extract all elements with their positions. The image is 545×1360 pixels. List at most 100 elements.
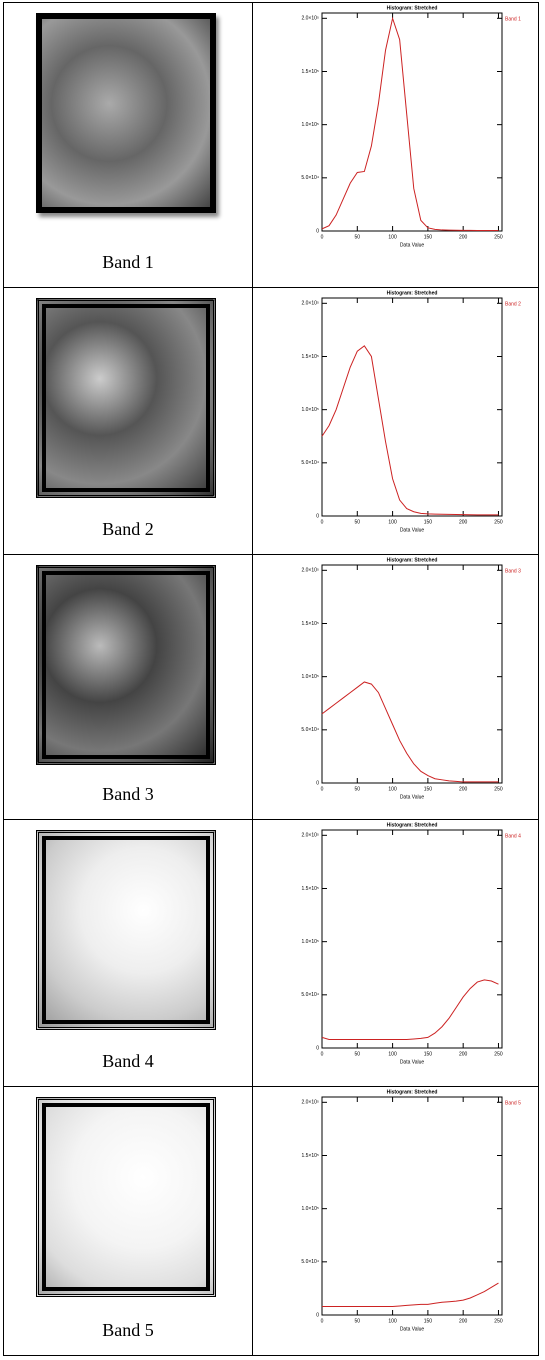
- x-tick-label: 250: [494, 519, 503, 525]
- y-tick-label: 1.5×10⁵: [301, 886, 319, 892]
- band-caption: Band 1: [102, 252, 154, 272]
- plot-frame: [321, 564, 503, 784]
- y-tick-label: 0: [316, 513, 319, 519]
- y-tick-label: 2.0×10⁵: [301, 568, 319, 574]
- histogram-chart: Histogram: Stretched Data Value 0 50 100 150 2…: [301, 5, 521, 248]
- y-tick-label: 1.5×10⁵: [301, 69, 319, 75]
- chart-cell: Histogram: Stretched Data Value 0 50 100 150 2…: [252, 288, 538, 554]
- x-axis-label: Data Value: [400, 1059, 425, 1065]
- y-tick-label: 0: [316, 1312, 319, 1318]
- satellite-image: [36, 565, 216, 765]
- histogram-line: [322, 1282, 499, 1307]
- y-tick-label: 1.0×10⁵: [301, 122, 319, 128]
- x-tick-label: 250: [494, 1318, 503, 1324]
- x-tick-label: 150: [424, 786, 433, 792]
- x-tick-label: 150: [424, 1051, 433, 1057]
- x-tick-label: 200: [459, 519, 468, 525]
- x-tick-label: 0: [321, 1318, 324, 1324]
- x-tick-label: 100: [388, 1318, 397, 1324]
- image-cell: Band 1: [4, 3, 253, 287]
- histogram-chart: Histogram: Stretched Data Value 0 50 100 150 2…: [301, 557, 521, 800]
- table-row: Band 1 Histogram: Stretched Data Value 0 50 1…: [3, 2, 539, 288]
- x-tick-label: 200: [459, 1051, 468, 1057]
- y-tick-label: 5.0×10⁴: [301, 992, 319, 998]
- y-tick-label: 1.0×10⁵: [301, 407, 319, 413]
- y-tick-label: 5.0×10⁴: [301, 175, 319, 181]
- x-tick-label: 50: [355, 1318, 361, 1324]
- x-tick-label: 200: [459, 786, 468, 792]
- band-caption: Band 3: [102, 784, 154, 804]
- plot-frame: [321, 297, 503, 517]
- table-row: Band 3 Histogram: Stretched Data Value 0 50 1…: [3, 554, 539, 820]
- legend-label: Band 3: [505, 568, 521, 574]
- satellite-image: [36, 830, 216, 1030]
- x-tick-label: 250: [494, 786, 503, 792]
- x-tick-label: 50: [355, 234, 361, 240]
- x-tick-label: 100: [388, 786, 397, 792]
- chart-title: Histogram: Stretched: [387, 822, 438, 828]
- plot-frame: [321, 829, 503, 1049]
- image-cell: Band 4: [4, 820, 253, 1086]
- y-tick-label: 2.0×10⁵: [301, 301, 319, 307]
- histogram-chart: Histogram: Stretched Data Value 0 50 100 150 2…: [301, 1089, 521, 1332]
- histogram-chart: Histogram: Stretched Data Value 0 50 100 150 2…: [301, 290, 521, 533]
- x-tick-label: 50: [355, 519, 361, 525]
- image-cell: Band 5: [4, 1087, 253, 1355]
- x-tick-label: 0: [321, 234, 324, 240]
- satellite-image: [36, 13, 216, 213]
- x-tick-label: 150: [424, 234, 433, 240]
- x-tick-label: 0: [321, 519, 324, 525]
- chart-title: Histogram: Stretched: [387, 290, 438, 296]
- y-tick-label: 2.0×10⁵: [301, 1100, 319, 1106]
- x-tick-label: 100: [388, 519, 397, 525]
- y-tick-label: 1.5×10⁵: [301, 621, 319, 627]
- y-tick-label: 1.5×10⁵: [301, 1153, 319, 1159]
- chart-cell: Histogram: Stretched Data Value 0 50 100 150 2…: [252, 820, 538, 1086]
- y-tick-label: 1.0×10⁵: [301, 939, 319, 945]
- band-caption: Band 2: [102, 519, 154, 539]
- chart-cell: Histogram: Stretched Data Value 0 50 100 150 2…: [252, 1087, 538, 1355]
- table-row: Band 5 Histogram: Stretched Data Value 0 50 1…: [3, 1086, 539, 1356]
- y-tick-label: 0: [316, 1045, 319, 1051]
- y-tick-label: 1.5×10⁵: [301, 354, 319, 360]
- x-tick-label: 250: [494, 234, 503, 240]
- histogram-line: [321, 16, 499, 231]
- legend-label: Band 1: [505, 16, 521, 22]
- x-tick-label: 200: [459, 234, 468, 240]
- x-tick-label: 50: [355, 786, 361, 792]
- chart-cell: Histogram: Stretched Data Value 0 50 100 150 2…: [252, 3, 538, 287]
- y-tick-label: 1.0×10⁵: [301, 674, 319, 680]
- x-tick-label: 0: [321, 1051, 324, 1057]
- band-caption: Band 5: [102, 1320, 154, 1340]
- x-axis-label: Data Value: [400, 794, 425, 800]
- y-tick-label: 5.0×10⁴: [301, 460, 319, 466]
- x-axis-label: Data Value: [400, 242, 425, 248]
- x-tick-label: 150: [424, 519, 433, 525]
- legend-label: Band 2: [505, 301, 521, 307]
- x-tick-label: 100: [388, 234, 397, 240]
- x-axis-label: Data Value: [400, 527, 425, 533]
- y-tick-label: 5.0×10⁴: [301, 727, 319, 733]
- x-tick-label: 50: [355, 1051, 361, 1057]
- legend-label: Band 4: [505, 833, 521, 839]
- histogram-chart: Histogram: Stretched Data Value 0 50 100 150 2…: [301, 822, 521, 1065]
- histogram-line: [321, 681, 499, 783]
- x-tick-label: 250: [494, 1051, 503, 1057]
- y-tick-label: 1.0×10⁵: [301, 1206, 319, 1212]
- image-cell: Band 3: [4, 555, 253, 819]
- x-axis-label: Data Value: [400, 1326, 425, 1332]
- band-caption: Band 4: [102, 1051, 154, 1071]
- satellite-image: [36, 298, 216, 498]
- table-row: Band 2 Histogram: Stretched Data Value 0 50 1…: [3, 287, 539, 555]
- y-tick-label: 2.0×10⁵: [301, 16, 319, 22]
- y-tick-label: 0: [316, 780, 319, 786]
- plot-frame: [321, 12, 503, 232]
- y-tick-label: 2.0×10⁵: [301, 833, 319, 839]
- y-tick-label: 5.0×10⁴: [301, 1259, 319, 1265]
- satellite-image: [36, 1097, 216, 1297]
- x-tick-label: 0: [321, 786, 324, 792]
- y-tick-label: 0: [316, 228, 319, 234]
- x-tick-label: 200: [459, 1318, 468, 1324]
- image-cell: Band 2: [4, 288, 253, 554]
